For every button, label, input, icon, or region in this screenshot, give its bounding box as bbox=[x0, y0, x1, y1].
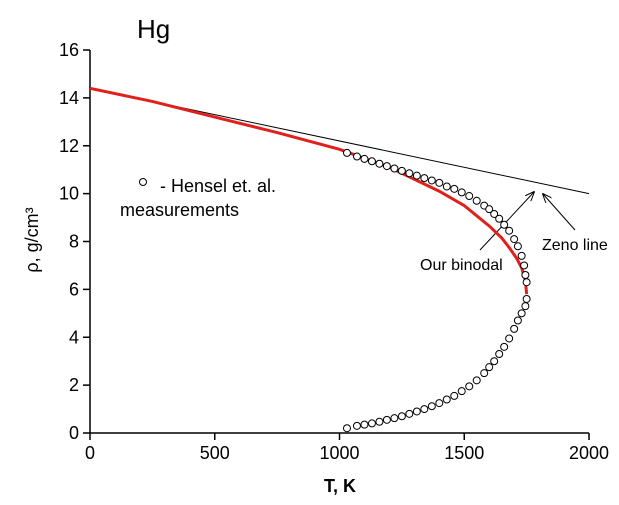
annotation-arrow bbox=[543, 194, 576, 231]
data-point bbox=[360, 154, 369, 163]
y-tick-label: 2 bbox=[69, 375, 79, 395]
data-point bbox=[360, 420, 369, 429]
x-axis-label: T, K bbox=[324, 476, 356, 496]
data-point bbox=[382, 162, 391, 171]
data-point bbox=[442, 395, 451, 404]
y-tick-label: 4 bbox=[69, 327, 79, 347]
data-point bbox=[352, 152, 361, 161]
data-point bbox=[472, 376, 481, 385]
data-point bbox=[480, 369, 489, 378]
data-point bbox=[412, 171, 421, 180]
data-point bbox=[505, 334, 514, 343]
data-point bbox=[435, 178, 444, 187]
data-point bbox=[510, 235, 519, 244]
data-point bbox=[390, 164, 399, 173]
data-point bbox=[500, 342, 509, 351]
data-point bbox=[522, 278, 531, 287]
data-point bbox=[397, 166, 406, 175]
x-tick-label: 1500 bbox=[444, 443, 484, 463]
data-point bbox=[520, 261, 529, 270]
data-point bbox=[517, 309, 526, 318]
data-point bbox=[521, 271, 530, 280]
x-tick-label: 2000 bbox=[569, 443, 609, 463]
data-point bbox=[450, 391, 459, 400]
data-point bbox=[367, 157, 376, 166]
y-tick-label: 12 bbox=[59, 136, 79, 156]
series-line bbox=[89, 86, 529, 295]
data-point bbox=[375, 159, 384, 168]
data-point bbox=[397, 412, 406, 421]
data-point bbox=[390, 414, 399, 423]
chart-title: Hg bbox=[137, 14, 170, 44]
y-axis-label: ρ, g/cm³ bbox=[22, 207, 42, 272]
x-tick-label: 1000 bbox=[319, 443, 359, 463]
data-point bbox=[485, 205, 494, 214]
data-point bbox=[427, 176, 436, 185]
y-tick-label: 6 bbox=[69, 279, 79, 299]
data-point bbox=[517, 251, 526, 260]
data-point bbox=[513, 316, 522, 325]
data-point bbox=[405, 409, 414, 418]
data-point bbox=[490, 209, 499, 218]
data-point bbox=[420, 174, 429, 183]
data-point bbox=[342, 148, 351, 157]
data-point bbox=[382, 415, 391, 424]
y-tick-label: 10 bbox=[59, 184, 79, 204]
data-point bbox=[495, 214, 504, 223]
data-point bbox=[505, 226, 514, 235]
data-point bbox=[420, 405, 429, 414]
data-point bbox=[521, 302, 530, 311]
data-point bbox=[412, 407, 421, 416]
data-point bbox=[500, 220, 509, 229]
legend-entry: - Hensel et. al. measurements bbox=[120, 176, 277, 220]
data-point bbox=[490, 357, 499, 366]
data-point bbox=[405, 169, 414, 178]
data-point bbox=[495, 350, 504, 359]
data-point bbox=[472, 196, 481, 205]
data-point bbox=[427, 402, 436, 411]
data-point bbox=[510, 324, 519, 333]
y-tick-label: 14 bbox=[59, 88, 79, 108]
data-point bbox=[375, 417, 384, 426]
data-point bbox=[465, 382, 474, 391]
x-tick-label: 500 bbox=[200, 443, 230, 463]
data-point bbox=[457, 387, 466, 396]
data-point bbox=[522, 294, 531, 303]
data-point bbox=[450, 184, 459, 193]
data-point bbox=[435, 399, 444, 408]
data-point bbox=[465, 192, 474, 201]
data-point bbox=[442, 182, 451, 191]
annotation: Our binodal bbox=[420, 257, 503, 274]
y-tick-label: 0 bbox=[69, 423, 79, 443]
annotation-arrow bbox=[479, 192, 534, 251]
data-point bbox=[352, 421, 361, 430]
y-tick-label: 8 bbox=[69, 232, 79, 252]
data-point bbox=[457, 188, 466, 197]
x-tick-label: 0 bbox=[85, 443, 95, 463]
data-point bbox=[367, 419, 376, 428]
y-tick-label: 16 bbox=[59, 40, 79, 60]
data-point bbox=[513, 242, 522, 251]
data-point bbox=[342, 424, 351, 433]
annotation: Zeno line bbox=[542, 237, 608, 254]
data-point bbox=[485, 363, 494, 372]
legend-marker bbox=[139, 178, 147, 186]
